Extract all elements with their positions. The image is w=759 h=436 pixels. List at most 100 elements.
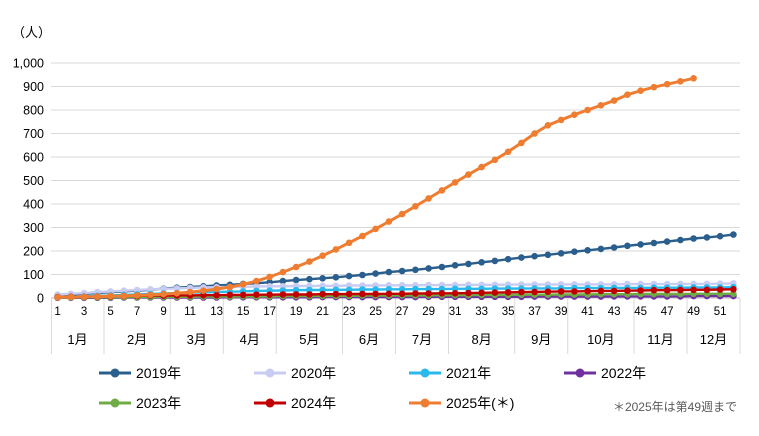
data-point [491, 289, 499, 296]
data-point [239, 291, 247, 299]
week-tick-label: 49 [687, 306, 700, 318]
legend-marker-icon [409, 398, 441, 408]
data-point [465, 289, 472, 297]
week-tick-label: 3 [81, 306, 87, 318]
data-point [253, 277, 260, 285]
data-point [478, 259, 485, 266]
data-point [425, 290, 432, 297]
data-point [610, 287, 618, 295]
data-point [107, 292, 114, 300]
month-label: 4月 [240, 332, 260, 347]
series-2024年 [54, 286, 737, 301]
data-point [306, 275, 313, 283]
week-tick-label: 41 [581, 306, 594, 318]
data-point [160, 285, 167, 293]
data-point [385, 268, 393, 276]
data-point [292, 276, 300, 284]
data-point [557, 250, 565, 257]
week-tick-label: 13 [210, 306, 223, 318]
data-point [279, 277, 287, 285]
data-point [226, 291, 234, 299]
month-label: 8月 [472, 332, 492, 347]
data-point [200, 287, 207, 295]
line-chart-canvas: 0 100 200 300 400 500 600 700 800 900 1,000 1月 2月 3月 4… [13, 57, 741, 354]
month-label: 1月 [67, 332, 87, 347]
y-tick-label: 400 [23, 198, 44, 212]
data-point [624, 91, 631, 98]
y-tick-label: 200 [23, 245, 44, 259]
y-axis-unit-label: （人） [12, 25, 52, 40]
week-tick-label: 25 [369, 306, 382, 318]
data-point [518, 254, 525, 261]
legend-label: 2019年 [136, 365, 182, 381]
data-point [650, 83, 658, 91]
data-point [544, 288, 552, 296]
month-label: 9月 [531, 332, 551, 347]
data-point [584, 287, 591, 295]
legend-item-2022年: 2022年 [563, 358, 646, 388]
legend-row: 2023年 2024年 2025年(＊) [98, 388, 718, 418]
data-point [557, 116, 565, 124]
data-point [597, 287, 605, 295]
data-point [372, 290, 379, 298]
data-point [637, 287, 644, 294]
week-tick-label: 43 [608, 306, 621, 318]
data-point [531, 288, 538, 296]
week-tick-label: 37 [528, 306, 541, 318]
data-point [279, 268, 287, 276]
legend-label: 2025年(＊) [446, 395, 515, 411]
data-point [345, 272, 353, 280]
data-point [730, 231, 737, 238]
week-tick-label: 29 [422, 306, 435, 318]
month-label: 12月 [700, 332, 727, 347]
data-point [266, 291, 273, 299]
week-tick-label: 51 [714, 306, 727, 318]
data-point [332, 246, 340, 253]
data-point [412, 266, 419, 274]
data-point [716, 232, 724, 240]
data-point [292, 291, 300, 298]
data-point [584, 247, 591, 254]
legend-label: 2021年 [446, 365, 492, 381]
week-tick-label: 21 [316, 306, 329, 318]
y-tick-label: 900 [23, 80, 44, 94]
data-point [412, 203, 419, 210]
data-point [677, 78, 684, 85]
legend-marker-icon [409, 368, 441, 378]
legend-marker-icon [99, 368, 131, 378]
data-point [385, 218, 393, 225]
legend-label: 2022年 [601, 365, 647, 381]
data-point [663, 238, 671, 245]
data-point [54, 294, 61, 301]
data-point [345, 290, 353, 298]
data-point [359, 271, 366, 279]
data-point [730, 286, 737, 293]
data-point [677, 286, 684, 294]
data-point [451, 290, 459, 297]
data-point [345, 239, 353, 247]
data-point [465, 260, 472, 268]
y-tick-label: 0 [37, 292, 44, 306]
week-tick-label: 11 [184, 306, 196, 318]
week-tick-label: 45 [634, 306, 647, 318]
data-point [120, 292, 128, 300]
month-label: 7月 [412, 332, 432, 347]
data-point [292, 263, 300, 271]
week-tick-label: 27 [396, 306, 409, 318]
y-tick-label: 100 [23, 268, 44, 282]
data-point [319, 275, 326, 282]
data-point [703, 234, 711, 241]
data-point [306, 258, 313, 265]
data-point [716, 286, 724, 293]
week-tick-label: 39 [555, 306, 568, 318]
data-point [624, 242, 631, 250]
data-point [147, 291, 154, 299]
data-point [359, 290, 366, 298]
data-point [425, 265, 432, 272]
series-line [56, 292, 735, 299]
data-point [425, 195, 432, 202]
data-point [385, 290, 393, 298]
y-tick-label: 700 [23, 127, 44, 141]
series-line [56, 288, 735, 299]
data-point [80, 293, 88, 301]
